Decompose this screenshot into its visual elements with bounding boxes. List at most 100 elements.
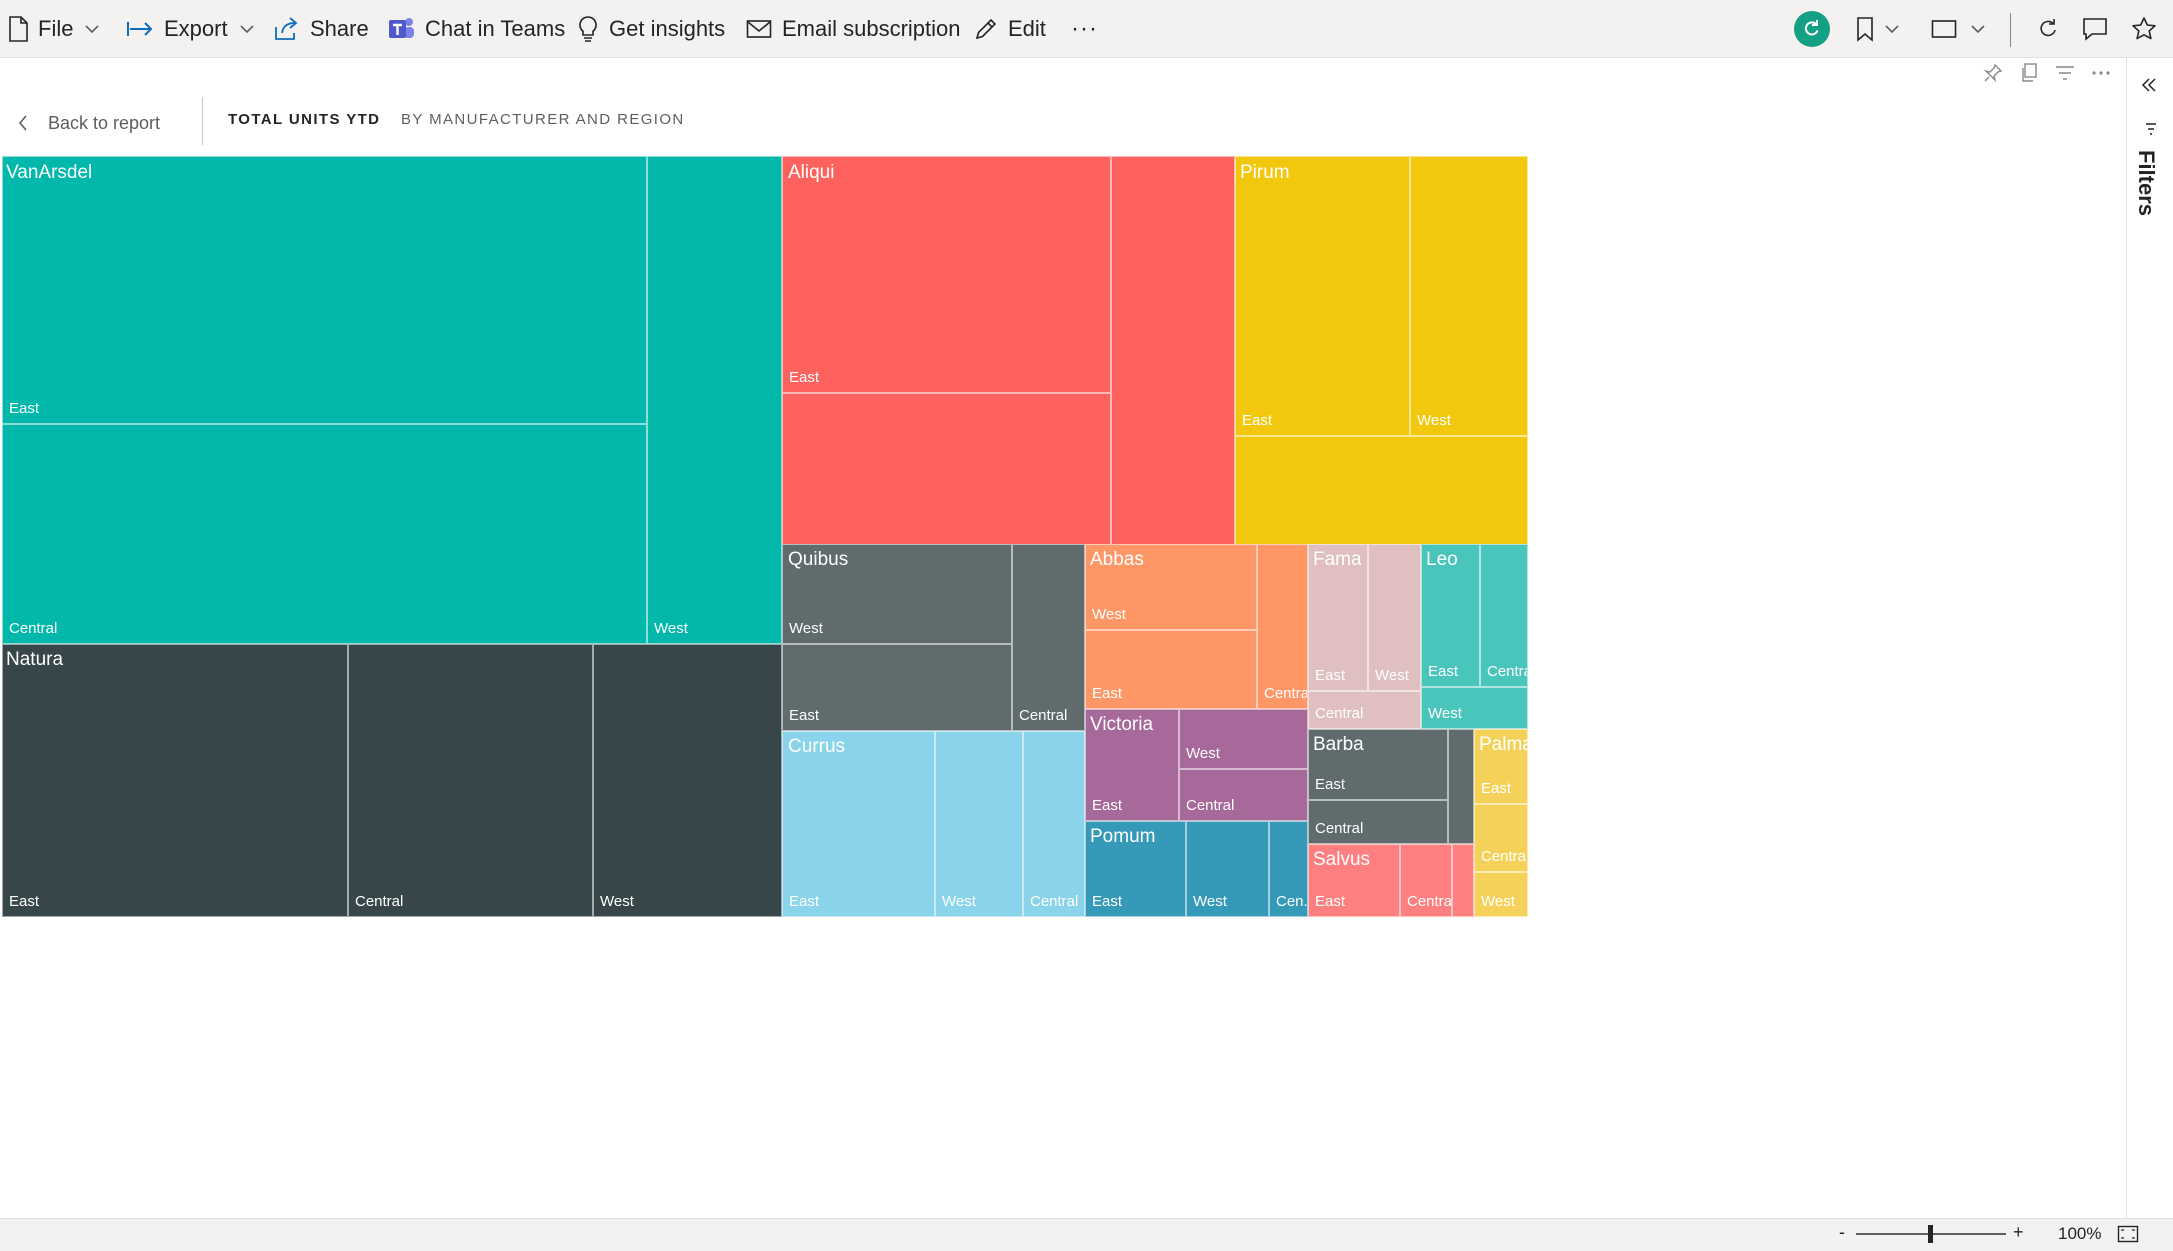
treemap-tile-leo-east[interactable]: East <box>1421 544 1480 687</box>
chevron-down-icon[interactable] <box>1882 12 1902 46</box>
edit-label: Edit <box>1008 16 1046 41</box>
treemap-region-label: West <box>600 893 634 910</box>
file-menu-button[interactable]: File <box>8 8 100 50</box>
refresh-icon[interactable] <box>2031 12 2065 46</box>
treemap-tile-palma-east[interactable]: East <box>1474 729 1528 804</box>
export-menu-button[interactable]: Export <box>126 8 254 50</box>
zoom-in-button[interactable]: + <box>2013 1222 2024 1242</box>
treemap-region-label: West <box>1186 745 1220 762</box>
treemap-tile-victoria-east[interactable]: East <box>1085 709 1179 821</box>
treemap-tile-vanarsdel-west[interactable]: West <box>647 156 782 644</box>
treemap-tile-salvus-east[interactable]: East <box>1308 844 1400 917</box>
treemap-tile-abbas-central[interactable]: Central <box>1257 544 1308 709</box>
filter-lines-icon[interactable] <box>2052 60 2078 86</box>
chevron-down-icon <box>240 24 254 34</box>
toolbar-divider <box>2010 13 2011 47</box>
treemap-region-label: West <box>1375 667 1409 684</box>
treemap-tile-barba-central[interactable]: Central <box>1308 800 1448 844</box>
more-options-icon: ··· <box>1071 15 1098 42</box>
edit-button[interactable]: Edit <box>974 8 1046 50</box>
treemap-region-label: East <box>9 893 40 910</box>
treemap-tile-aliqui-east[interactable]: East <box>782 156 1111 393</box>
treemap-region-label: Central <box>1487 663 1527 680</box>
treemap-region-label: West <box>1428 705 1462 722</box>
treemap-tile-natura-west[interactable]: West <box>593 644 782 917</box>
treemap-tile-pirum-west[interactable]: West <box>1410 156 1528 436</box>
treemap-tile-leo-west[interactable]: West <box>1421 687 1528 729</box>
treemap-tile-victoria-central[interactable]: Central <box>1179 769 1308 821</box>
treemap-region-label: West <box>789 620 823 637</box>
more-options-button[interactable]: ··· <box>1071 8 1098 50</box>
filters-pane-label[interactable]: Filters <box>2134 150 2159 217</box>
pencil-icon <box>974 17 998 41</box>
view-mode-icon[interactable] <box>1927 12 1961 46</box>
lightbulb-icon <box>577 15 599 43</box>
favorite-star-icon[interactable] <box>2127 12 2161 46</box>
treemap-tile-abbas-east[interactable]: East <box>1085 630 1257 709</box>
zoom-out-button[interactable]: - <box>1839 1222 1845 1242</box>
comment-icon[interactable] <box>2078 12 2112 46</box>
treemap-region-label: East <box>789 707 820 724</box>
treemap-tile-fama-east[interactable]: East <box>1308 544 1368 691</box>
treemap-tile-vanarsdel-east[interactable]: East <box>2 156 647 424</box>
chevron-down-icon[interactable] <box>1968 12 1988 46</box>
treemap-region-label: Central <box>355 893 404 910</box>
treemap-tile-quibus-central[interactable]: Central <box>1012 544 1085 731</box>
treemap-tile-natura-central[interactable]: Central <box>348 644 593 917</box>
treemap-tile-pomum-cen[interactable]: Cen... <box>1269 821 1308 917</box>
treemap-tile-salvus-central[interactable]: Central <box>1400 844 1452 917</box>
document-icon <box>8 16 28 42</box>
action-bar: File Export Share Chat in Teams Get insi… <box>0 0 2173 58</box>
treemap-tile-palma-west[interactable]: West <box>1474 872 1528 917</box>
zoom-slider-thumb[interactable] <box>1928 1225 1933 1243</box>
teams-icon <box>387 16 415 42</box>
status-bar <box>0 1218 2173 1251</box>
bookmark-icon[interactable] <box>1848 12 1882 46</box>
email-subscription-button[interactable]: Email subscription <box>746 8 961 50</box>
refresh-status-icon[interactable] <box>1794 11 1830 47</box>
treemap-region-label: West <box>1092 606 1126 623</box>
chat-in-teams-button[interactable]: Chat in Teams <box>387 8 565 50</box>
treemap-region-label: Central <box>1315 820 1364 837</box>
visual-more-options-icon[interactable] <box>2088 60 2114 86</box>
mail-icon <box>746 19 772 39</box>
treemap-region-label: East <box>1092 797 1123 814</box>
share-button[interactable]: Share <box>274 8 369 50</box>
treemap-tile-pomum-east[interactable]: East <box>1085 821 1186 917</box>
copy-visual-icon[interactable] <box>2016 60 2042 86</box>
treemap-region-label: East <box>1242 412 1273 429</box>
treemap-tile-leo-central[interactable]: Central <box>1480 544 1528 687</box>
visual-title: TOTAL UNITS YTD <box>228 111 381 128</box>
zoom-level: 100% <box>2058 1224 2102 1243</box>
treemap-tile-currus-east[interactable]: East <box>782 731 935 917</box>
treemap-tile-fama-west[interactable]: West <box>1368 544 1421 691</box>
treemap-tile-pomum-west[interactable]: West <box>1186 821 1269 917</box>
treemap-region-label: West <box>1481 893 1515 910</box>
treemap-tile-natura-east[interactable]: East <box>2 644 348 917</box>
back-to-report-link[interactable]: Back to report <box>18 105 160 141</box>
treemap-region-label: East <box>1481 780 1512 797</box>
treemap-tile-fama-central[interactable]: Central <box>1308 691 1421 729</box>
treemap-region-label: Central <box>1264 685 1308 702</box>
fit-to-page-icon[interactable] <box>2116 1224 2140 1244</box>
chevron-down-icon <box>85 24 100 34</box>
treemap-tile-barba-2[interactable] <box>1448 729 1474 844</box>
treemap-tile-currus-central[interactable]: Central <box>1023 731 1085 917</box>
treemap-tile-barba-east[interactable]: East <box>1308 729 1448 800</box>
treemap-chart: East Central West VanArsdel East Central West N… <box>2 156 2118 1210</box>
collapse-pane-icon[interactable] <box>2141 78 2157 92</box>
treemap-tile-quibus-east[interactable]: East <box>782 644 1012 731</box>
treemap-tile-currus-west[interactable]: West <box>935 731 1023 917</box>
get-insights-button[interactable]: Get insights <box>577 8 725 50</box>
treemap-tile-pirum-east[interactable]: East <box>1235 156 1410 436</box>
treemap-region-label: Central <box>1030 893 1079 910</box>
treemap-tile-vanarsdel-central[interactable]: Central <box>2 424 647 644</box>
treemap-tile-palma-central[interactable]: Central <box>1474 804 1528 872</box>
treemap-tile-victoria-west[interactable]: West <box>1179 709 1308 769</box>
treemap-tile-quibus-west[interactable]: West <box>782 544 1012 644</box>
filter-funnel-icon <box>2145 121 2157 135</box>
pin-icon[interactable] <box>1980 60 2006 86</box>
treemap-tile-salvus-2[interactable] <box>1452 844 1474 917</box>
visual-title-row: Back to report TOTAL UNITS YTD BY MANUFA… <box>0 90 2126 156</box>
treemap-tile-abbas-west[interactable]: West <box>1085 544 1257 630</box>
